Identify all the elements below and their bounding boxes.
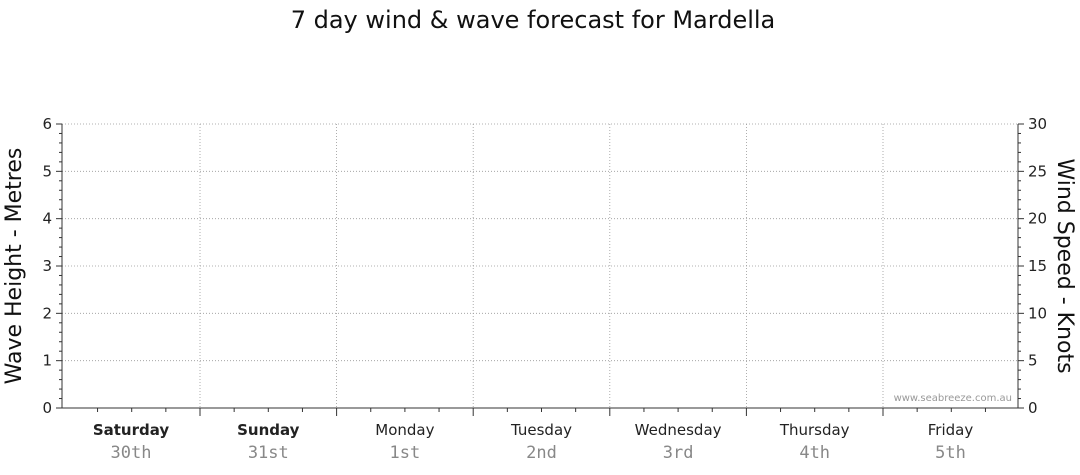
day-name-label: Saturday [93,421,170,439]
day-labels: Saturday 30th Sunday 31st Monday 1st Tuesday 2n… [93,421,974,463]
left-tick-label: 3 [42,257,52,275]
right-tick-label: 0 [1028,399,1038,417]
day-date-label: 4th [799,443,830,463]
day-name-label: Friday [928,421,974,439]
day-date-label: 2nd [526,443,557,463]
day-date-label: 1st [390,443,421,463]
left-tick-label: 0 [42,399,52,417]
axes [61,124,1019,416]
left-tick-label: 2 [42,304,52,322]
chart-title: 7 day wind & wave forecast for Mardella [291,6,776,34]
day-date-label: 5th [935,443,966,463]
day-name-label: Monday [375,421,434,439]
right-tick-label: 5 [1028,352,1038,370]
day-date-label: 3rd [663,443,694,463]
day-date-label: 31st [248,443,289,463]
grid-lines [62,123,1018,408]
day-date-label: 30th [111,443,152,463]
right-tick-label: 25 [1028,162,1047,180]
right-axis-ticks: 0 5 10 15 20 25 30 [1018,115,1047,417]
day-name-label: Thursday [779,421,850,439]
right-axis-label: Wind Speed - Knots [1052,158,1077,373]
right-tick-label: 15 [1028,257,1047,275]
left-axis-ticks: 0 1 2 3 4 5 6 [42,115,62,417]
right-tick-label: 10 [1028,304,1047,322]
left-tick-label: 1 [42,352,52,370]
left-tick-label: 4 [42,210,52,228]
left-tick-label: 6 [42,115,52,133]
right-tick-label: 30 [1028,115,1047,133]
left-tick-label: 5 [42,162,52,180]
day-name-label: Tuesday [510,421,572,439]
right-tick-label: 20 [1028,210,1047,228]
day-name-label: Wednesday [635,421,722,439]
watermark: www.seabreeze.com.au [894,393,1012,404]
day-name-label: Sunday [237,421,300,439]
left-axis-label: Wave Height - Metres [2,148,27,385]
